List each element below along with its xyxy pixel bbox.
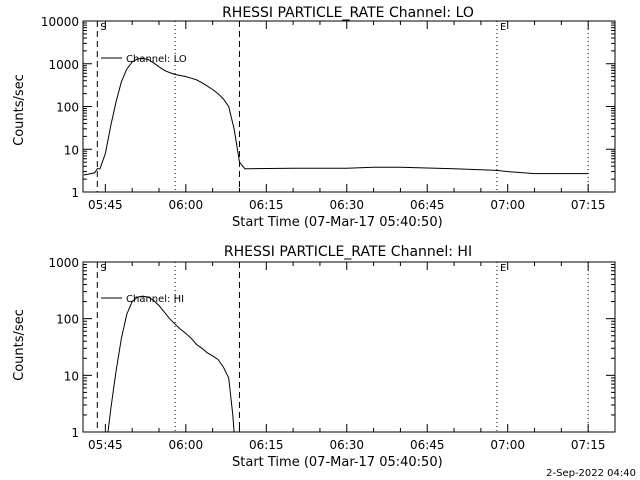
x-axis-label-hi: Start Time (07-Mar-17 05:40:50) [232, 455, 443, 470]
footer-timestamp: 2-Sep-2022 04:40 [546, 468, 636, 479]
chart-title-hi: RHESSI PARTICLE_RATE Channel: HI [224, 244, 472, 260]
y-tick-label: 10 [64, 143, 79, 157]
x-tick-label: 07:00 [490, 438, 525, 452]
x-tick-label: 06:30 [329, 438, 364, 452]
y-tick-label: 1000 [48, 58, 79, 72]
x-tick-label: 06:30 [329, 198, 364, 212]
plot-frame-lo [82, 20, 616, 193]
series-line-hi [107, 295, 235, 433]
x-axis-label-lo: Start Time (07-Mar-17 05:40:50) [232, 215, 443, 230]
x-tick-label: 05:45 [88, 438, 123, 452]
y-axis-label-lo: Counts/sec [12, 74, 27, 146]
panel-lo: RHESSI PARTICLE_RATE Channel: LO Start T… [12, 5, 616, 230]
x-tick-label: 06:45 [410, 198, 445, 212]
legend-label-lo: Channel: LO [126, 54, 187, 65]
y-axis-label-hi: Counts/sec [12, 309, 27, 381]
y-ticks-lo: 1 10 100 1000 10000 [41, 15, 615, 200]
x-tick-label: 06:45 [410, 438, 445, 452]
x-tick-label: 07:00 [490, 198, 525, 212]
x-ticks-lo: 05:45 06:00 06:15 06:30 06:45 07:00 07:15 [88, 21, 616, 212]
x-tick-label: 07:15 [571, 198, 606, 212]
x-tick-label: 05:45 [88, 198, 123, 212]
panel-hi: RHESSI PARTICLE_RATE Channel: HI Start T… [12, 244, 616, 470]
y-tick-label: 10000 [41, 15, 79, 29]
x-tick-label: 06:15 [249, 198, 284, 212]
time-marker-label: E [500, 263, 506, 274]
x-tick-label: 06:00 [169, 438, 204, 452]
legend-label-hi: Channel: HI [126, 294, 184, 305]
y-tick-label: 1 [71, 426, 79, 440]
series-line-lo [83, 57, 589, 176]
y-tick-label: 1 [71, 186, 79, 200]
y-tick-label: 1000 [48, 256, 79, 270]
y-ticks-hi: 1 10 100 1000 [48, 256, 615, 440]
time-marker-label: S [100, 22, 106, 33]
y-tick-label: 100 [56, 101, 79, 115]
x-tick-label: 07:15 [571, 438, 606, 452]
time-marker-label: E [500, 22, 506, 33]
chart-title-lo: RHESSI PARTICLE_RATE Channel: LO [222, 5, 474, 21]
x-tick-label: 06:00 [169, 198, 204, 212]
plot-frame-hi [82, 261, 616, 433]
y-tick-label: 100 [56, 313, 79, 327]
y-tick-label: 10 [64, 369, 79, 383]
x-tick-label: 06:15 [249, 438, 284, 452]
x-ticks-hi: 05:45 06:00 06:15 06:30 06:45 07:00 07:15 [88, 262, 616, 452]
time-marker-label: S [100, 263, 106, 274]
